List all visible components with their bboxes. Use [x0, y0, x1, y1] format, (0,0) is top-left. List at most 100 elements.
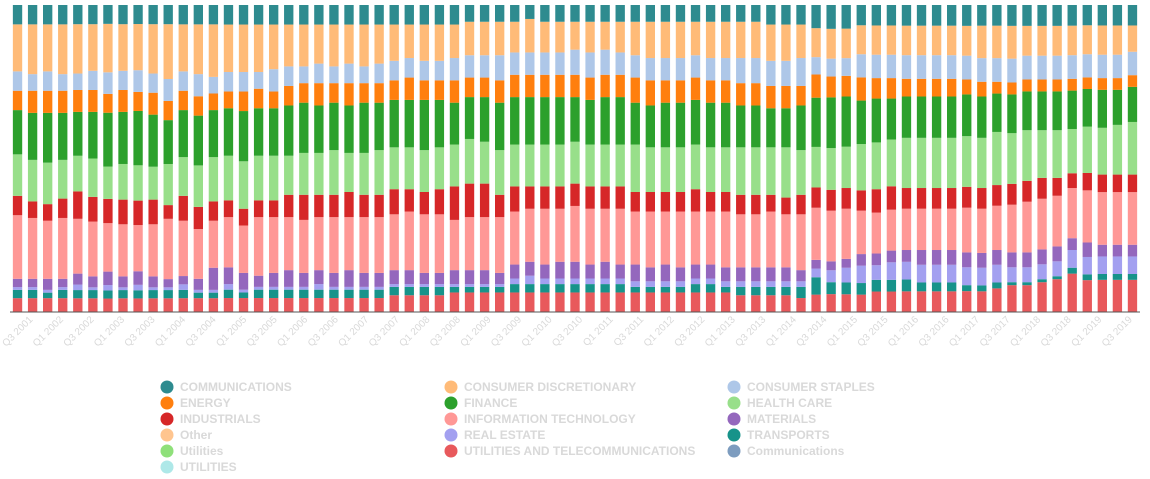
bar-segment: [133, 225, 143, 272]
bar-segment: [118, 89, 128, 112]
bar-segment: [585, 292, 595, 312]
legend-item[interactable]: INDUSTRIALS: [160, 412, 261, 426]
bar-segment: [615, 284, 625, 293]
bar-segment: [736, 21, 746, 59]
bar-segment: [208, 157, 219, 202]
bar-segment: [1037, 177, 1047, 199]
legend-item[interactable]: HEALTH CARE: [727, 396, 833, 410]
bar-segment: [208, 289, 219, 293]
bar-segment: [193, 278, 203, 290]
bar-segment: [630, 144, 640, 192]
bar-segment: [1037, 91, 1047, 131]
bar-segment: [977, 137, 987, 189]
bar-segment: [1097, 78, 1107, 90]
legend-item[interactable]: FINANCE: [444, 396, 518, 410]
legend-item[interactable]: COMMUNICATIONS: [160, 380, 292, 394]
bar-segment: [389, 5, 399, 25]
bar-segment: [1067, 173, 1077, 189]
legend-item[interactable]: UTILITIES: [160, 460, 237, 474]
bar-segment: [404, 58, 414, 78]
legend-item[interactable]: Other: [160, 428, 213, 442]
legend-item[interactable]: INFORMATION TECHNOLOGY: [444, 412, 636, 426]
bar-segment: [841, 258, 851, 268]
bar-stack: [992, 5, 1002, 312]
bar-segment: [886, 209, 897, 251]
legend-item[interactable]: Utilities: [160, 444, 224, 458]
bar-segment: [43, 5, 53, 25]
bar-segment: [238, 111, 249, 162]
legend-item[interactable]: TRANSPORTS: [727, 428, 830, 442]
bar-segment: [705, 292, 716, 312]
legend-item[interactable]: REAL ESTATE: [444, 428, 546, 442]
bar-segment: [27, 217, 38, 279]
bar-segment: [495, 217, 505, 273]
bar-segment: [901, 279, 912, 292]
bar-segment: [736, 147, 746, 195]
bar-stack: [570, 5, 580, 312]
x-tick-label: Q1 2008: [398, 314, 433, 349]
bar-segment: [238, 298, 249, 312]
bar-segment: [419, 272, 429, 285]
bar-segment: [600, 284, 610, 293]
bar-segment: [1097, 192, 1107, 245]
bar-segment: [73, 298, 83, 312]
bar-segment: [916, 208, 927, 251]
bar-segment: [675, 191, 686, 212]
legend-item[interactable]: Communications: [727, 444, 845, 458]
bar-segment: [404, 284, 414, 287]
legend-item[interactable]: CONSUMER DISCRETIONARY: [444, 380, 637, 394]
bar-segment: [344, 191, 354, 218]
bar-segment: [1052, 55, 1062, 80]
bar-segment: [163, 287, 173, 291]
bar-segment: [766, 211, 776, 268]
bar-segment: [811, 74, 821, 98]
bar-segment: [856, 100, 866, 145]
bar-segment: [675, 281, 686, 287]
bar-segment: [314, 289, 324, 299]
bar-segment: [1097, 54, 1107, 79]
bar-segment: [133, 70, 143, 92]
bar-segment: [449, 292, 460, 312]
bar-segment: [27, 5, 38, 25]
bar-stack: [1067, 5, 1077, 313]
legend-item[interactable]: CONSUMER STAPLES: [727, 380, 875, 394]
bar-segment: [645, 286, 655, 293]
bar-segment: [73, 290, 83, 299]
bar-segment: [570, 74, 580, 98]
bar-stack: [615, 5, 625, 312]
legend-item[interactable]: ENERGY: [160, 396, 231, 410]
x-tick-label: Q3 2005: [245, 314, 280, 349]
bar-segment: [962, 207, 972, 253]
bar-segment: [329, 286, 339, 290]
bar-segment: [600, 144, 610, 187]
legend-item[interactable]: MATERIALS: [727, 412, 817, 426]
bar-segment: [464, 183, 475, 218]
bar-segment: [103, 112, 113, 167]
bar-segment: [58, 159, 68, 199]
bar-segment: [449, 102, 460, 145]
bar-segment: [103, 198, 113, 224]
bar-segment: [901, 137, 912, 189]
bar-segment: [871, 212, 881, 254]
bar-segment: [1067, 267, 1077, 274]
bar-segment: [826, 148, 836, 190]
x-tick-label: Q3 2019: [1100, 314, 1135, 349]
legend-swatch: [727, 428, 741, 442]
bar-segment: [947, 208, 957, 251]
bar-segment: [901, 5, 912, 26]
bar-segment: [253, 71, 264, 89]
bar-segment: [1067, 25, 1077, 56]
bar-segment: [841, 282, 851, 295]
bar-stack: [43, 5, 53, 312]
bar-segment: [660, 191, 671, 212]
bar-segment: [947, 291, 957, 312]
legend-item[interactable]: UTILITIES AND TELECOMMUNICATIONS: [444, 444, 696, 458]
bar-segment: [721, 211, 731, 268]
bar-segment: [449, 5, 460, 25]
bar-segment: [269, 5, 279, 25]
bar-segment: [510, 97, 520, 145]
bar-segment: [1052, 5, 1062, 26]
bar-segment: [1007, 204, 1017, 253]
bar-segment: [841, 188, 851, 209]
bar-segment: [208, 292, 219, 299]
